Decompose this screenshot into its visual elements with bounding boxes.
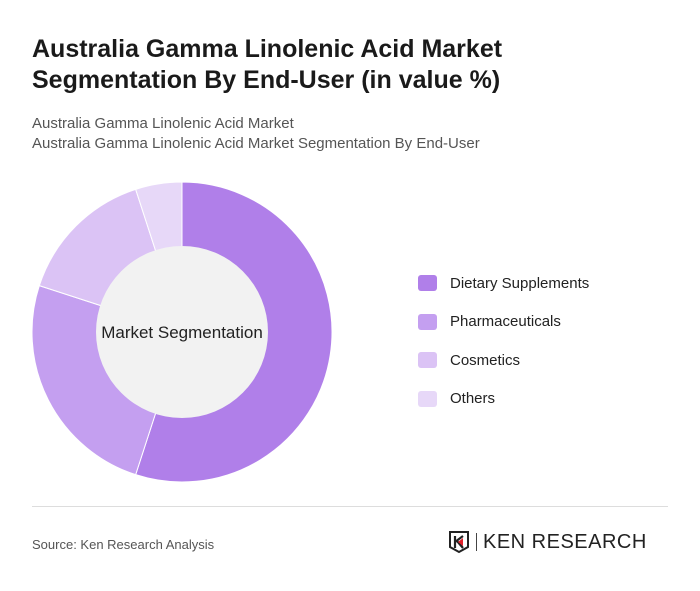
legend-label: Pharmaceuticals (450, 313, 561, 331)
legend-swatch (418, 275, 437, 292)
ken-logo-icon (449, 531, 469, 554)
chart-title: Australia Gamma Linolenic Acid Market Se… (32, 35, 503, 94)
source-note: Source: Ken Research Analysis (32, 537, 215, 552)
donut-center (96, 246, 268, 418)
legend-item: Cosmetics (418, 341, 589, 380)
legend-item: Pharmaceuticals (418, 303, 589, 342)
legend-label: Cosmetics (450, 351, 521, 369)
subtitle-segmentation: Australia Gamma Linolenic Acid Market Se… (32, 135, 480, 152)
legend-label: Dietary Supplements (450, 274, 590, 292)
legend: Dietary Supplements Pharmaceuticals Cosmet… (418, 264, 589, 418)
subtitle-market: Australia Gamma Linolenic Acid Market (32, 115, 294, 132)
legend-item: Others (418, 380, 589, 419)
legend-swatch (418, 352, 437, 369)
center-label: Market Segmentation (101, 323, 263, 342)
legend-item: Dietary Supplements (418, 264, 589, 303)
legend-label: Others (450, 390, 496, 408)
divider (32, 506, 668, 507)
ken-research-logo: KEN RESEARCH (448, 530, 647, 554)
donut-chart: Market Segmentation (31, 181, 333, 483)
legend-swatch (418, 313, 437, 330)
logo-text: KEN RESEARCH (476, 532, 647, 552)
legend-swatch (418, 390, 437, 407)
